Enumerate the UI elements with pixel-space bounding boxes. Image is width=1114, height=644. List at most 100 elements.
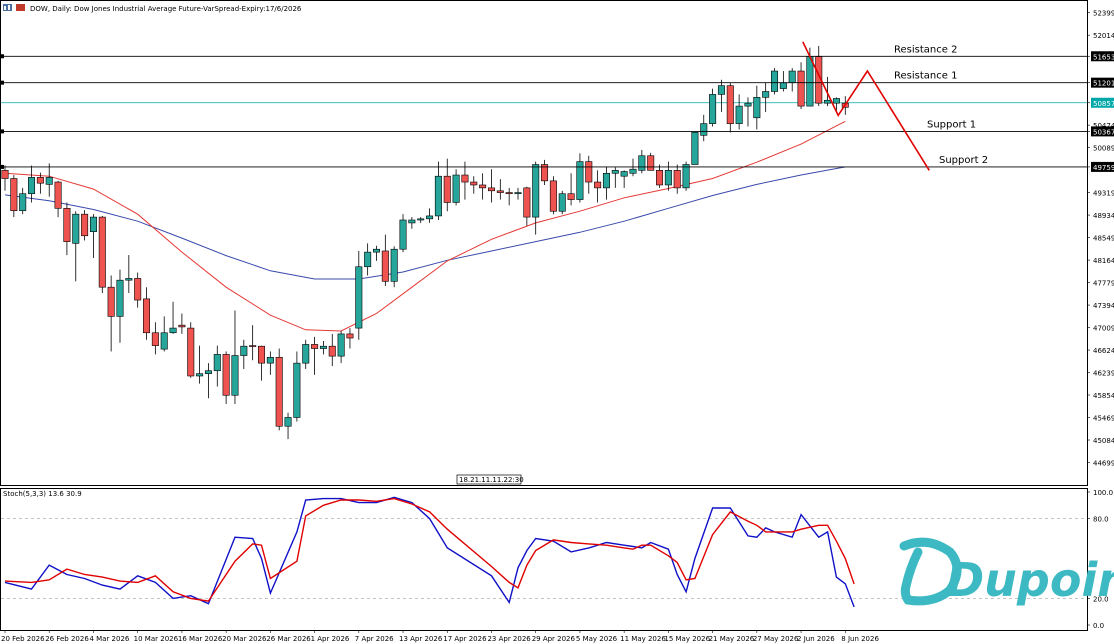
candle-body-bull	[700, 123, 708, 136]
candle-body-bear	[496, 190, 504, 193]
candle-body-bull	[160, 332, 168, 350]
level-anchor	[0, 164, 4, 169]
x-tick-label: 17 Apr 2026	[443, 635, 487, 643]
y-tick-label: 49319	[1093, 190, 1114, 198]
candle-body-bull	[558, 193, 566, 212]
candle-body-bull	[532, 164, 540, 218]
candle-body-bull	[620, 171, 628, 177]
symbol-flag-icon[interactable]	[16, 4, 25, 11]
candle	[541, 159, 549, 185]
x-tick-label: 26 Feb 2026	[45, 635, 89, 643]
candle-body-bull	[806, 56, 814, 107]
candle	[567, 173, 575, 206]
x-tick-label: 15 May 2026	[664, 635, 710, 643]
candle	[470, 176, 478, 194]
y-tick-label: 45084	[1093, 437, 1114, 445]
candle	[187, 322, 195, 378]
candle-body-bull	[408, 219, 416, 224]
level-anchor	[0, 80, 4, 85]
x-tick-label: 16 Mar 2026	[178, 635, 223, 643]
candle	[10, 175, 18, 218]
chart-header: DOW, Daily: Dow Jones Industrial Average…	[3, 4, 302, 13]
candle	[381, 234, 389, 287]
candle	[594, 170, 602, 203]
x-tick-label: 20 Feb 2026	[1, 635, 45, 643]
candles	[1, 45, 849, 440]
candle-body-bear	[594, 181, 602, 189]
chart-type-icon[interactable]	[3, 4, 12, 11]
candle-body-bear	[63, 208, 71, 242]
candle-body-bear	[178, 324, 186, 328]
y-tick-highlight	[1091, 97, 1114, 108]
candle	[461, 161, 469, 200]
candle	[266, 351, 274, 375]
candle	[832, 97, 840, 112]
candle-body-bear	[151, 332, 159, 346]
candle-body-bull	[788, 70, 796, 84]
y-tick-label: 47009	[1093, 325, 1114, 333]
candle	[496, 179, 504, 200]
candle	[328, 333, 336, 367]
level-label: Resistance 2	[894, 44, 957, 55]
candle	[240, 339, 248, 369]
candle-body-bear	[143, 298, 151, 334]
candle-body-bull	[417, 218, 425, 221]
y-tick-label: 51653	[1093, 53, 1114, 61]
candle	[390, 246, 398, 288]
candle-body-bull	[266, 356, 274, 364]
candle-body-bull	[452, 174, 460, 203]
candle	[417, 217, 425, 223]
candle-body-bear	[346, 333, 354, 339]
candle-body-bear	[381, 250, 389, 282]
candle-body-bull	[735, 105, 743, 124]
y-tick-label: 51201	[1093, 80, 1114, 88]
candle-body-bear	[258, 345, 266, 364]
x-tick-label: 8 Jun 2026	[841, 635, 879, 643]
candle-body-bull	[169, 327, 177, 334]
time-axis[interactable]: 20 Feb 2026 26 Feb 2026 4 Mar 2026 10 Mar 2…	[1, 630, 879, 643]
candle-body-bull	[611, 170, 619, 174]
candle-body-bull	[629, 168, 637, 174]
candle	[505, 187, 513, 206]
candle	[19, 187, 27, 215]
y-tick-label: 48549	[1093, 235, 1114, 243]
x-tick-label: 21 May 2026	[709, 635, 755, 643]
candle	[717, 79, 725, 112]
candle	[45, 163, 53, 197]
candle-body-bull	[89, 216, 97, 232]
level-label: Support 2	[939, 155, 988, 166]
candle-body-bear	[523, 187, 531, 218]
candle	[585, 155, 593, 194]
candle	[487, 169, 495, 203]
candle	[160, 316, 168, 352]
candle	[656, 164, 664, 188]
candle-body-bull	[240, 345, 248, 356]
candle-body-bear	[81, 213, 89, 237]
candle-body-bull	[293, 362, 301, 418]
x-tick-label: 29 Apr 2026	[532, 635, 576, 643]
candle-body-bear	[673, 170, 681, 189]
candle	[372, 245, 380, 261]
moving-averages	[4, 120, 846, 332]
candle	[302, 339, 310, 369]
projection-path	[802, 41, 930, 171]
candle-body-bull	[355, 266, 363, 329]
candle	[532, 161, 540, 235]
stoch-title: Stoch(5,3,3) 13.6 30.9	[3, 490, 82, 498]
stoch-d-line	[4, 497, 855, 602]
candle	[611, 167, 619, 188]
dupoin-logo: Dupoin	[899, 537, 1114, 607]
candle	[479, 173, 487, 200]
candle	[134, 272, 142, 308]
candle	[355, 250, 363, 340]
candle	[682, 161, 690, 191]
y-tick-label: 47394	[1093, 302, 1114, 310]
y-tick-highlight	[1091, 161, 1114, 172]
x-tick-label: 1 Apr 2026	[311, 635, 350, 643]
candle	[797, 62, 805, 110]
candle	[629, 158, 637, 177]
candle	[293, 351, 301, 422]
